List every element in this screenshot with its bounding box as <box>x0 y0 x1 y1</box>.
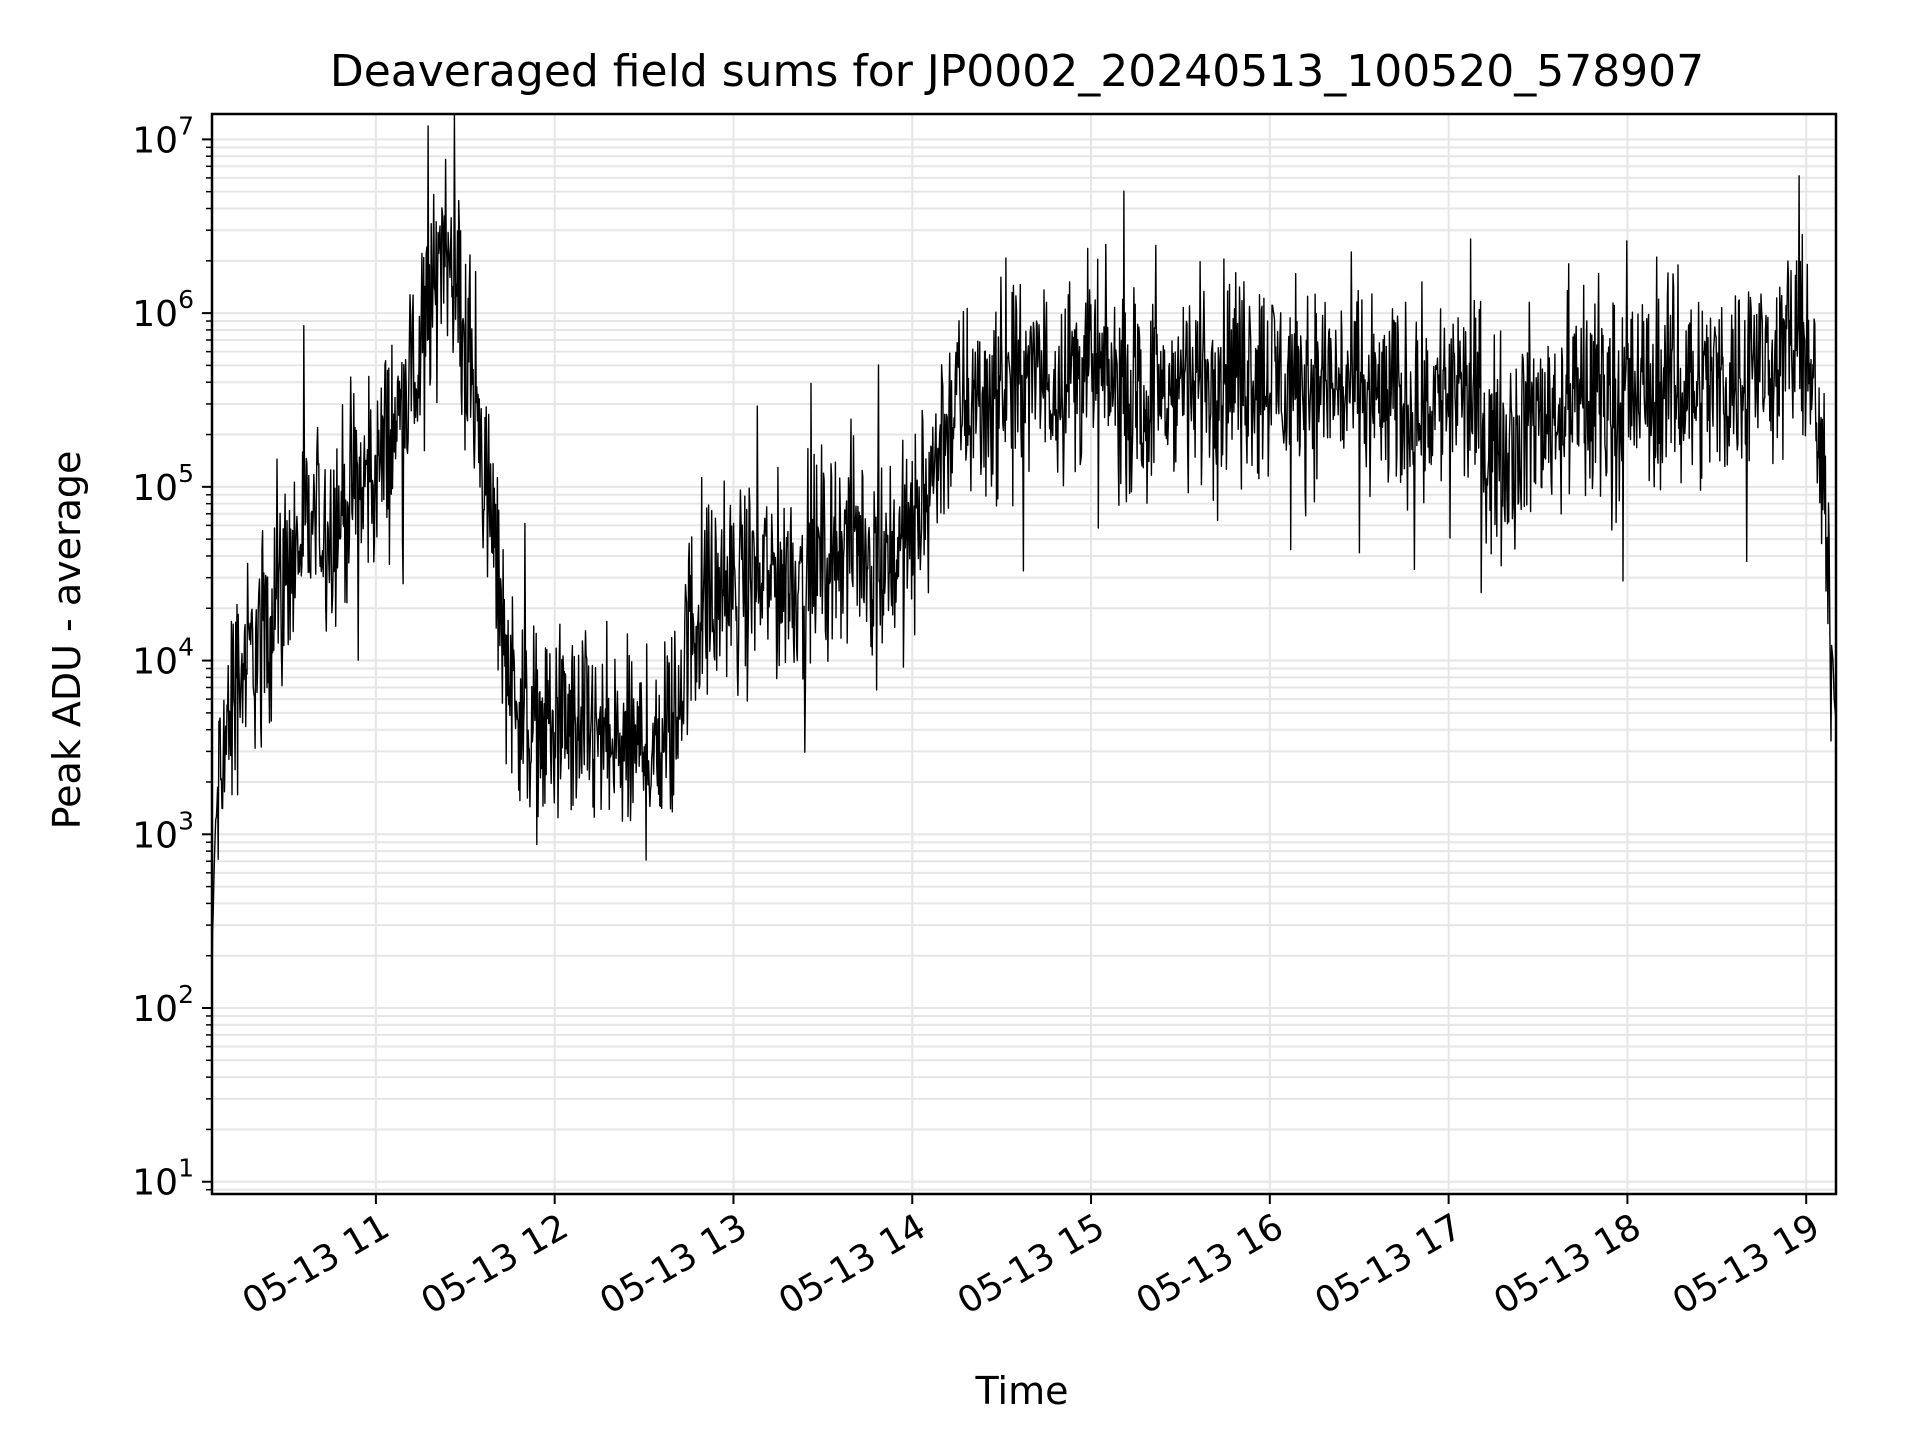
plot-frame <box>210 112 1838 1196</box>
chart-title: Deaveraged field sums for JP0002_2024051… <box>330 46 1704 97</box>
grid-minor <box>212 146 1836 1191</box>
y-tick-label: 107 <box>132 111 194 161</box>
y-tick-label: 101 <box>132 1154 194 1204</box>
y-tick-label: 105 <box>132 459 194 509</box>
y-tick-label: 103 <box>132 806 194 856</box>
y-tick-label: 104 <box>132 633 194 683</box>
y-tick-label: 102 <box>132 980 194 1030</box>
y-tick-label: 106 <box>132 285 194 335</box>
y-axis-ticks: 101 102 103 104 105 106 107 <box>132 111 212 1204</box>
series-line <box>211 113 1837 976</box>
y-axis-label: Peak ADU - average <box>45 451 89 830</box>
x-axis-label: Time <box>975 1369 1069 1413</box>
series-layer <box>211 113 1837 976</box>
